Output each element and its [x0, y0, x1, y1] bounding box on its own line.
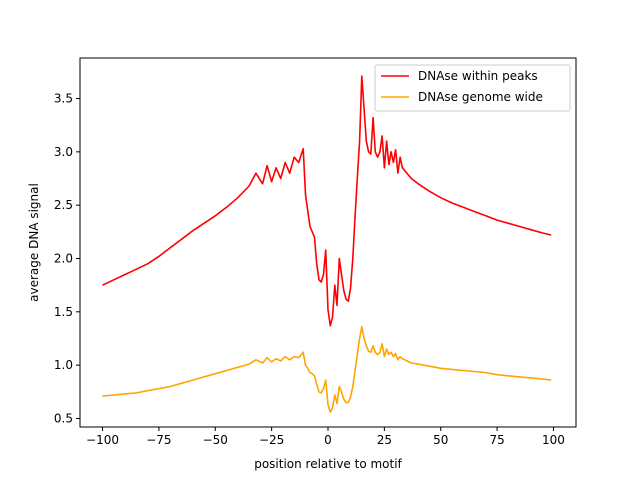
legend-box: [374, 64, 571, 112]
x-tick-label: −75: [146, 433, 171, 447]
x-tick-label: 25: [377, 433, 392, 447]
y-tick-label: 2.0: [54, 251, 73, 265]
series-line-0: [102, 75, 552, 327]
plot-area-frame: [79, 57, 577, 428]
legend: DNAse within peaks DNAse genome wide: [374, 64, 571, 112]
series-lines: [102, 75, 552, 413]
x-axis-label: position relative to motif: [254, 457, 402, 471]
x-tick-label: −50: [203, 433, 228, 447]
x-tick-label: 75: [489, 433, 504, 447]
x-tick-label: 50: [433, 433, 448, 447]
y-tick-label: 1.0: [54, 358, 73, 372]
series-line-1: [102, 325, 552, 413]
x-tick-label: 0: [324, 433, 332, 447]
y-tick-label: 0.5: [54, 411, 73, 425]
y-axis-label: average DNA signal: [27, 183, 41, 302]
legend-label-1: DNAse genome wide: [418, 90, 543, 104]
legend-label-0: DNAse within peaks: [418, 69, 538, 83]
y-tick-label: 2.5: [54, 198, 73, 212]
x-tick-label: −100: [86, 433, 119, 447]
y-tick-label: 1.5: [54, 305, 73, 319]
x-tick-label: 100: [542, 433, 565, 447]
axis-ticks: −100 −75 −50 −25 0 25 50 75 100 0.5 1.0 1.5 2.0 2.5 3.…: [54, 92, 565, 447]
x-tick-label: −25: [259, 433, 284, 447]
y-tick-label: 3.0: [54, 145, 73, 159]
y-tick-label: 3.5: [54, 92, 73, 106]
